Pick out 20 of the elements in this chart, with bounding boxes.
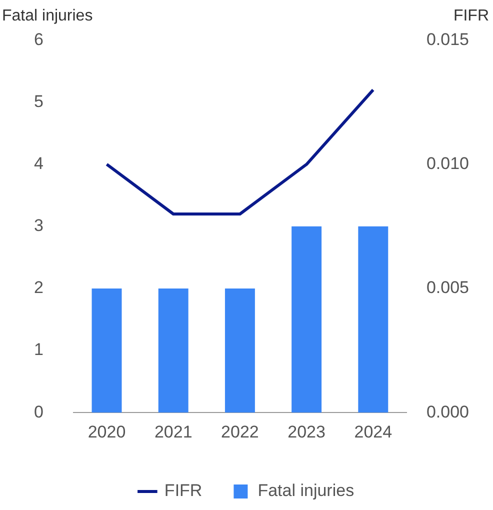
y-tick-label: 0 [34,402,44,422]
y-tick-label: 5 [34,92,44,111]
y2-axis-title: FIFR [453,7,489,24]
x-tick-label: 2020 [88,422,126,442]
x-tick-label: 2023 [288,422,326,442]
legend-label: Fatal injuries [258,481,354,500]
y-tick-label: 6 [34,30,44,49]
legend-label: FIFR [164,481,202,500]
x-tick-label: 2022 [221,422,259,442]
y-tick-label: 4 [34,154,44,174]
y2-tick-label: 0.000 [426,402,470,422]
x-tick-label: 2024 [354,422,392,442]
y2-tick-label: 0.010 [426,154,470,174]
y2-tick-label: 0.015 [426,30,470,49]
y-tick-label: 2 [34,278,44,298]
y-tick-label: 3 [34,216,44,236]
y-tick-label: 1 [34,340,44,360]
y-axis-title: Fatal injuries [2,7,93,24]
x-tick-label: 2021 [154,422,192,442]
y2-tick-label: 0.005 [426,278,470,298]
